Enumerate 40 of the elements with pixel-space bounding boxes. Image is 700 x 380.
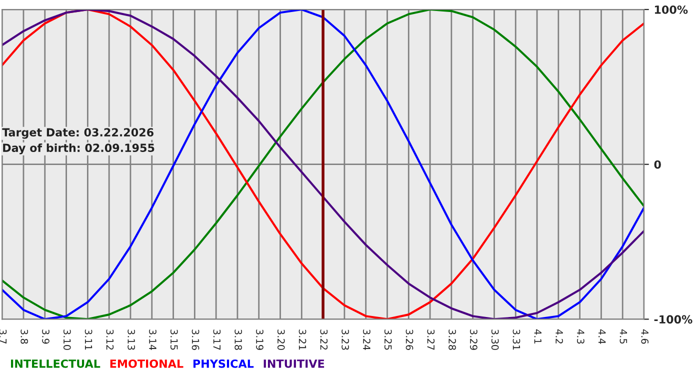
x-tick-label: 4.6: [641, 329, 649, 344]
x-tick-label: 3.16: [192, 330, 200, 350]
x-tick-label: 3.18: [234, 330, 242, 350]
text: EMOTIONAL: [110, 359, 184, 368]
x-tick-label: 3.25: [384, 330, 392, 350]
x-tick-label: 3.14: [149, 330, 156, 350]
x-tick-label: 3.21: [298, 330, 306, 350]
x-tick-label: 3.24: [363, 330, 370, 350]
x-tick-label: 3.30: [491, 330, 499, 350]
x-tick-label: 3.8: [20, 330, 28, 344]
line-series: [2, 10, 644, 320]
x-tick-label: 3.20: [277, 330, 285, 350]
text: INTUITIVE: [264, 360, 324, 368]
x-tick-label: 3.11: [84, 330, 92, 350]
x-tick-label: 3.28: [448, 330, 456, 350]
x-tick-label: 4.5: [620, 329, 628, 344]
text: INTELLECTUAL: [11, 359, 100, 368]
x-tick-label: 3.9: [42, 330, 50, 344]
x-tick-label: 3.23: [342, 330, 349, 350]
y-tick-label: -100%: [654, 315, 692, 324]
x-tick-label: 3.19: [256, 330, 264, 350]
annotation: Day of birth: 02.09.1955: [3, 143, 154, 154]
x-tick-label: 4.3: [576, 329, 584, 344]
x-tick-label: 3.10: [63, 330, 71, 350]
y-tick-label: 100%: [654, 5, 688, 14]
annotation: Target Date: 03.22.2026: [2, 128, 154, 139]
x-tick-label: 3.22: [320, 330, 328, 350]
x-tick-label: 3.15: [170, 330, 178, 350]
x-tick-label: 4.1: [534, 329, 542, 344]
x-tick-label: 3.29: [470, 330, 478, 350]
y-tick-label: 0: [654, 160, 661, 169]
x-tick-label: 3.31: [512, 330, 520, 350]
x-tick-label: 3.27: [427, 330, 435, 350]
x-tick-label: 3.12: [106, 330, 114, 350]
x-tick-label: 4.4: [598, 329, 606, 344]
x-tick-label: 3.17: [213, 330, 221, 350]
text: PHYSICAL: [193, 359, 254, 368]
x-tick-label: 3.26: [406, 330, 414, 350]
x-tick-label: 4.2: [556, 329, 563, 344]
x-tick-label: 3.13: [128, 330, 136, 350]
